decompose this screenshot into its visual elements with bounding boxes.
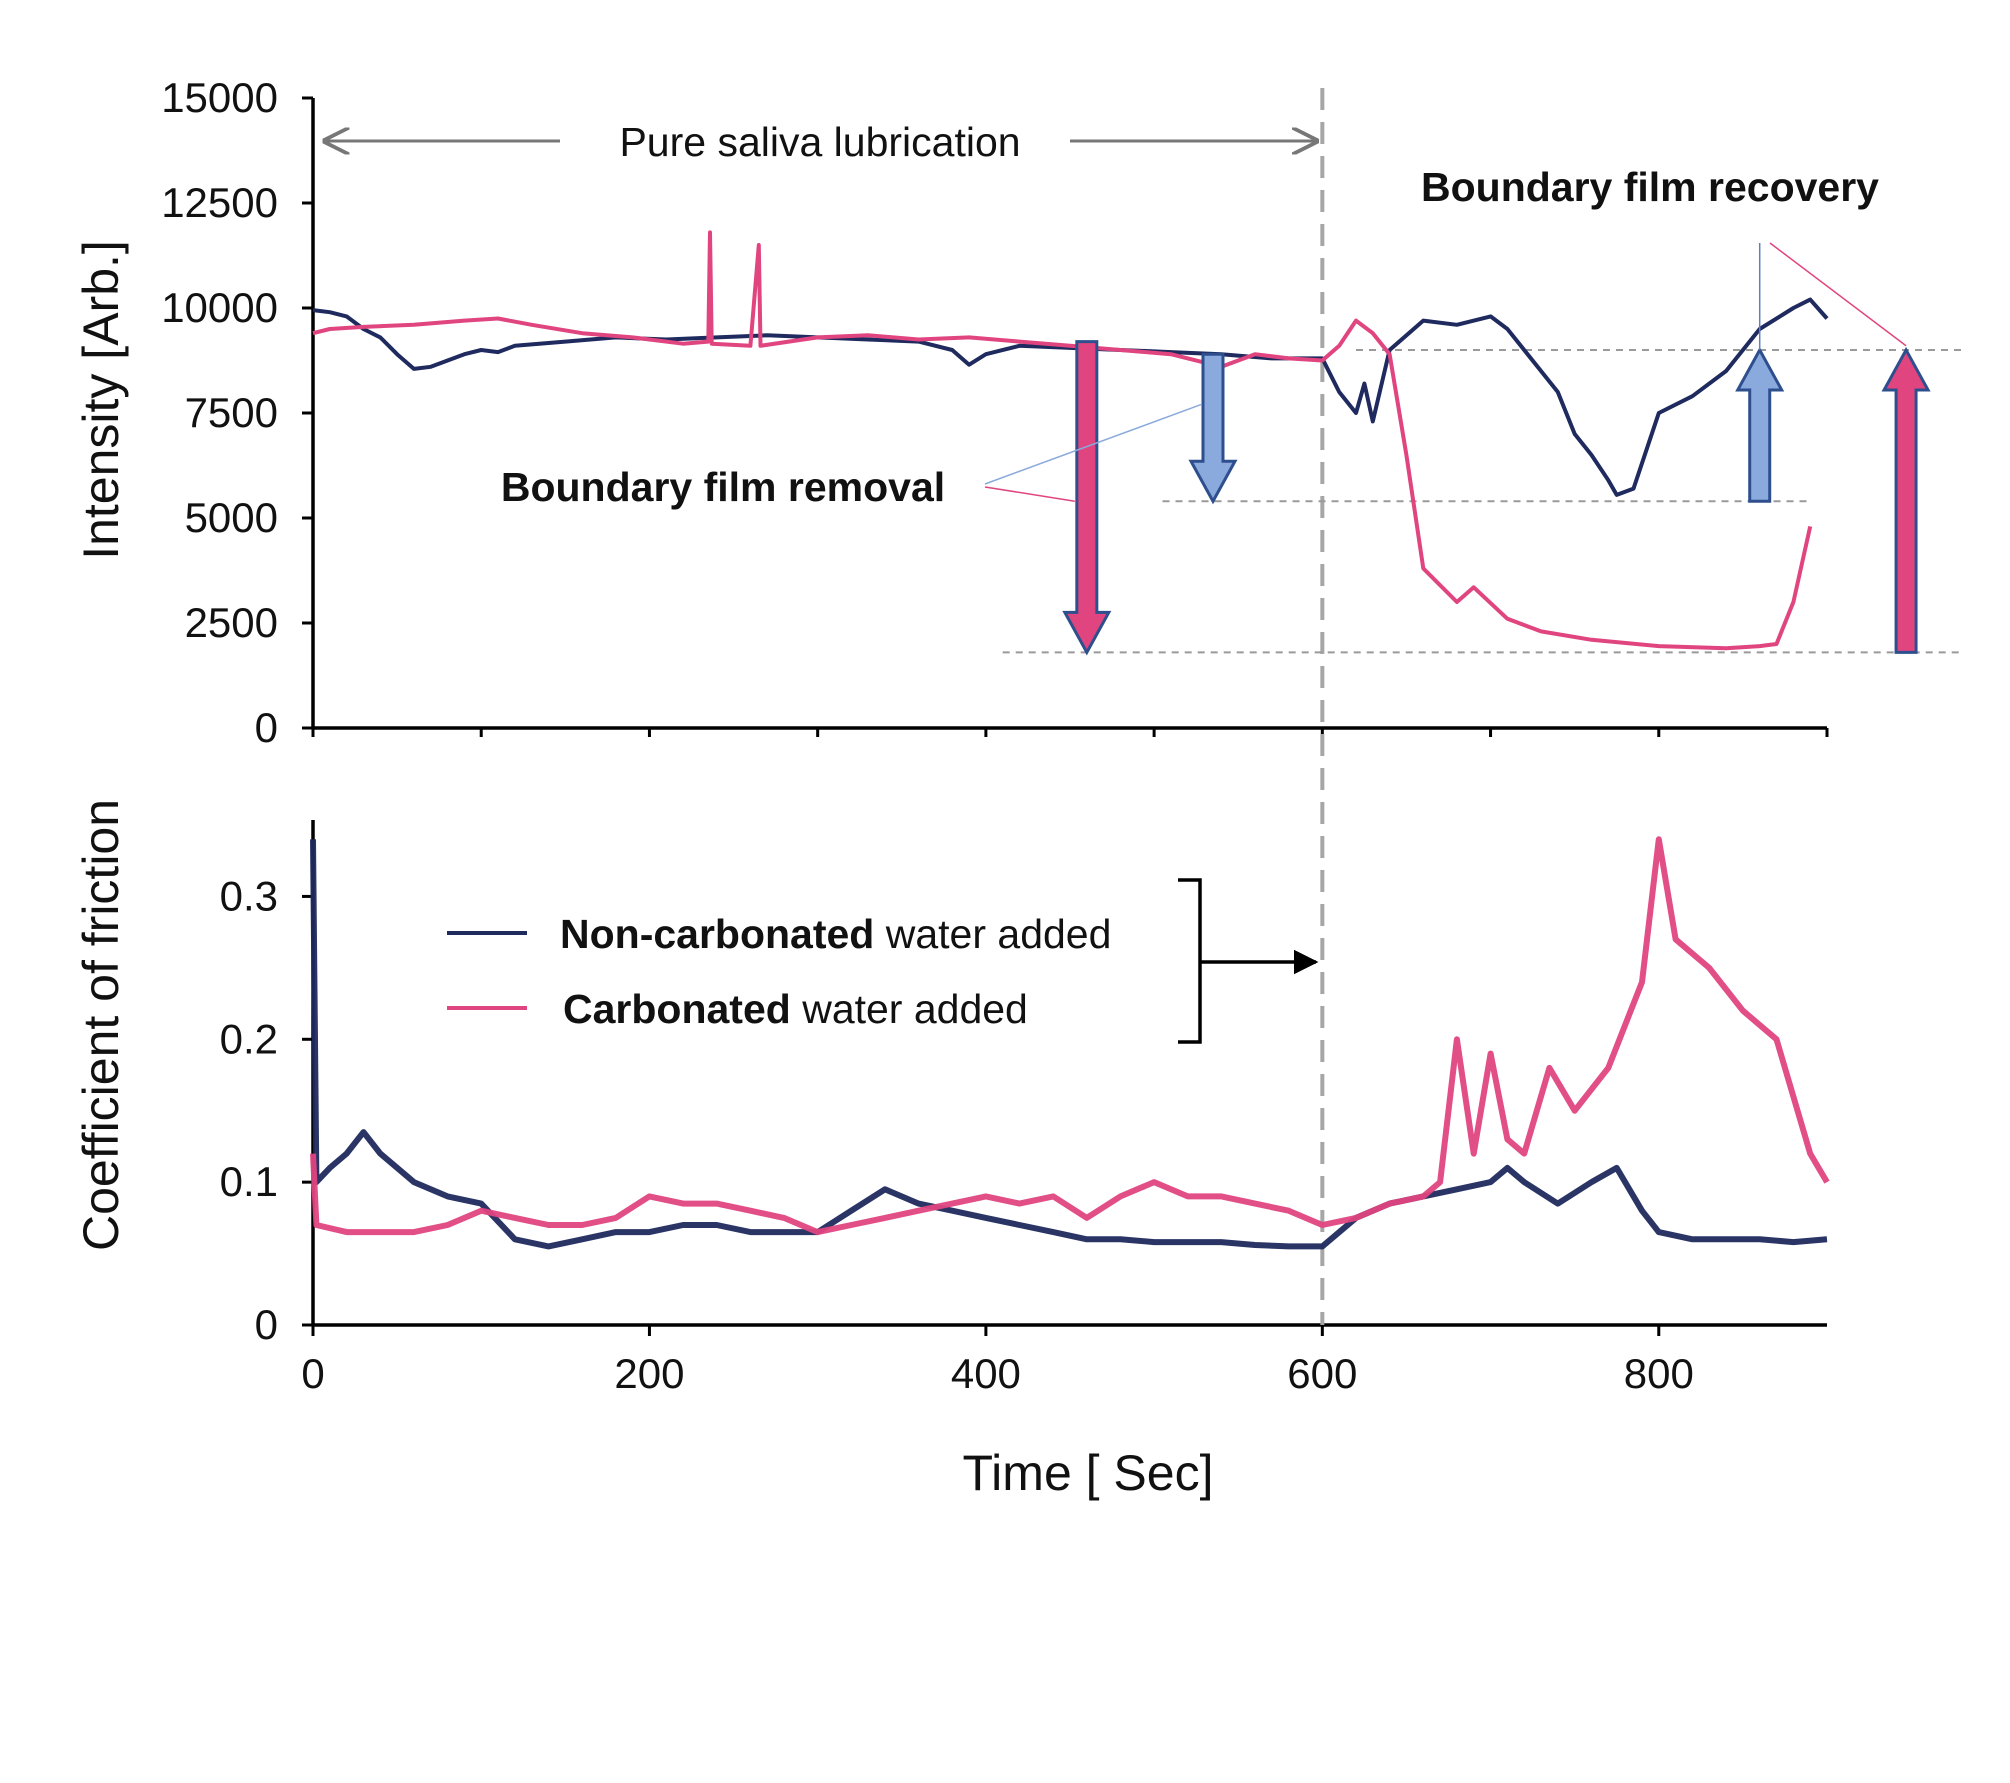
legend: Non-carbonated water added Carbonated wa… [447,878,1319,1044]
cof-y-tick-label: 0.2 [220,1015,278,1062]
legend-label-carbonated-rest: water added [791,986,1028,1032]
legend-label-non-carbonated-rest: water added [874,911,1111,957]
intensity-series-carbonated [312,230,1813,651]
intensity-y-tick-label: 12500 [161,179,278,226]
legend-label-non-carbonated: Non-carbonated water added [560,911,1111,957]
intensity-y-tick-label: 10000 [161,284,278,331]
cof-x-tick-label: 0 [301,1350,324,1397]
intensity-axis-title: Intensity [Arb.] [73,240,129,560]
legend-label-carbonated: Carbonated water added [563,986,1028,1032]
cof-y-tick-label: 0.1 [220,1158,278,1205]
cof-y-tick-label: 0.3 [220,872,278,919]
cof-x-tick-label: 600 [1287,1350,1357,1397]
film-recovery-arrow-2 [1735,346,1785,503]
intensity-y-tick-label: 7500 [185,389,278,436]
intensity-y-tick-label: 2500 [185,599,278,646]
removal-leader-blue [984,403,1202,485]
pure-saliva-label: Pure saliva lubrication [619,119,1020,165]
film-removal-arrow-0 [1062,340,1112,656]
cof-x-tick-label: 200 [614,1350,684,1397]
legend-label-carbonated-bold: Carbonated [563,986,791,1032]
boundary-film-removal-label: Boundary film removal [501,464,945,510]
recovery-leader-pink [1769,242,1907,347]
legend-label-non-carbonated-bold: Non-carbonated [560,911,874,957]
cof-x-tick-label: 800 [1624,1350,1694,1397]
cof-axis-title: Coefficient of friction [73,799,129,1251]
time-axis-title: Time [ Sec] [963,1445,1214,1501]
film-removal-arrow-1 [1188,352,1238,505]
cof-y-tick-label: 0 [255,1301,278,1348]
film-recovery-arrow-3 [1881,346,1931,654]
removal-leader-pink [984,486,1075,502]
cof-x-tick-label: 400 [951,1350,1021,1397]
intensity-y-tick-label: 5000 [185,494,278,541]
cof-series-non-carbonated [310,839,1828,1250]
boundary-film-recovery-label: Boundary film recovery [1421,164,1879,210]
intensity-y-tick-label: 0 [255,704,278,751]
cof-series-carbonated [310,836,1830,1236]
legend-bracket [1178,878,1202,1044]
intensity-y-tick-label: 15000 [161,74,278,121]
